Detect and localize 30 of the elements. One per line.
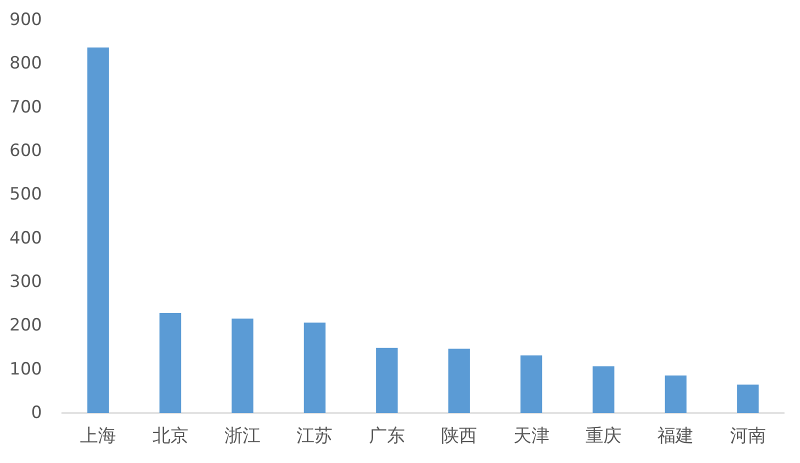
y-tick-label: 600: [10, 141, 42, 161]
y-tick-label: 500: [10, 184, 42, 205]
bar: [664, 375, 687, 413]
x-tick-label: 天津: [513, 426, 550, 446]
bar: [304, 322, 326, 413]
x-tick-label: 河南: [730, 426, 766, 446]
y-tick-label: 0: [31, 403, 42, 423]
bar: [520, 355, 542, 413]
y-tick-label: 700: [10, 97, 42, 118]
bar: [87, 48, 109, 413]
x-tick-label: 北京: [152, 426, 188, 446]
x-tick-label: 江苏: [296, 426, 333, 446]
x-tick-label: 浙江: [224, 426, 260, 446]
y-tick-label: 900: [10, 10, 42, 30]
x-tick-label: 上海: [80, 426, 116, 446]
y-tick-label: 400: [10, 228, 42, 248]
y-tick-label: 300: [10, 272, 42, 292]
bar: [376, 348, 398, 413]
x-tick-label: 重庆: [586, 426, 622, 446]
bar: [737, 384, 759, 413]
x-tick-label: 福建: [658, 426, 694, 446]
bar: [592, 366, 614, 413]
y-tick-label: 200: [10, 316, 42, 336]
x-tick-label: 陕西: [441, 426, 478, 446]
bar: [448, 348, 470, 413]
y-tick-label: 100: [10, 359, 42, 380]
bar: [159, 313, 182, 413]
bar: [232, 318, 254, 413]
x-tick-label: 广东: [368, 426, 405, 446]
y-tick-label: 800: [10, 54, 42, 74]
